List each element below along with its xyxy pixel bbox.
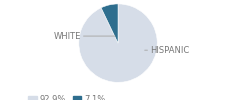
Wedge shape — [101, 4, 118, 43]
Legend: 92.9%, 7.1%: 92.9%, 7.1% — [28, 95, 106, 100]
Text: WHITE: WHITE — [54, 32, 115, 41]
Wedge shape — [79, 4, 157, 82]
Text: HISPANIC: HISPANIC — [145, 46, 189, 55]
